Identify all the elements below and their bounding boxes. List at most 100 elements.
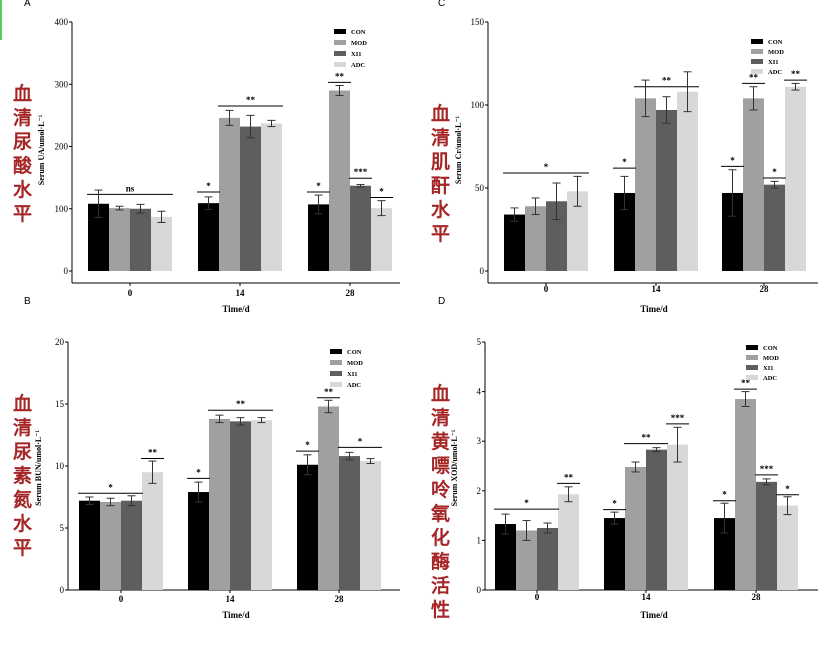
significance-label: ** bbox=[335, 71, 345, 81]
y-tick-label: 100 bbox=[55, 204, 69, 214]
legend-swatch-con bbox=[751, 39, 763, 44]
bar-adc bbox=[142, 472, 163, 590]
significance-label: * bbox=[524, 498, 529, 508]
bar-adc bbox=[667, 444, 688, 590]
legend-label: ADC bbox=[768, 69, 782, 76]
y-tick-label: 0 bbox=[64, 266, 69, 276]
legend-swatch-con bbox=[334, 29, 346, 34]
significance-label: * bbox=[379, 187, 384, 197]
bar-xi1 bbox=[240, 126, 261, 271]
legend-label: MOD bbox=[768, 49, 784, 56]
x-tick-label: 14 bbox=[652, 284, 662, 294]
x-tick-label: 14 bbox=[642, 592, 652, 602]
bar-mod bbox=[743, 98, 764, 271]
y-axis-label: Serum Cr/umol·L⁻¹ bbox=[454, 115, 463, 184]
y-tick-label: 10 bbox=[55, 461, 65, 471]
y-tick-label: 20 bbox=[55, 337, 65, 347]
y-tick-label: 50 bbox=[475, 183, 485, 193]
bar-xi1 bbox=[121, 500, 142, 590]
bar-con bbox=[79, 500, 100, 590]
bar-adc bbox=[251, 420, 272, 590]
x-tick-label: 0 bbox=[128, 288, 133, 298]
bar-adc bbox=[777, 505, 798, 590]
bar-xi1 bbox=[130, 208, 151, 271]
legend-label: ADC bbox=[347, 382, 361, 389]
legend-label: CON bbox=[347, 349, 362, 356]
bar-xi1 bbox=[656, 109, 677, 271]
bar-adc bbox=[785, 86, 806, 272]
side-label: 血清尿素氮水平 bbox=[13, 392, 33, 559]
x-tick-label: 0 bbox=[544, 284, 549, 294]
bar-con bbox=[88, 203, 109, 271]
x-tick-label: 28 bbox=[752, 592, 762, 602]
significance-label: *** bbox=[354, 167, 368, 177]
significance-label: * bbox=[206, 181, 211, 191]
x-tick-label: 28 bbox=[335, 594, 345, 604]
legend-label: ADC bbox=[351, 62, 365, 69]
x-tick-label: 14 bbox=[226, 594, 236, 604]
bar-con bbox=[614, 192, 635, 271]
y-tick-label: 3 bbox=[477, 436, 482, 446]
x-tick-label: 28 bbox=[346, 288, 356, 298]
y-tick-label: 400 bbox=[55, 17, 69, 27]
bar-con bbox=[308, 204, 329, 271]
bar-xi1 bbox=[537, 528, 558, 590]
bar-con bbox=[198, 203, 219, 271]
bar-con bbox=[722, 192, 743, 271]
legend-swatch-mod bbox=[334, 40, 346, 45]
bar-con bbox=[504, 214, 525, 271]
legend-swatch-adc bbox=[746, 375, 758, 380]
significance-label: ** bbox=[148, 448, 158, 458]
bar-xi1 bbox=[764, 184, 785, 271]
significance-label: * bbox=[108, 482, 113, 492]
legend-swatch-adc bbox=[751, 69, 763, 74]
bar-xi1 bbox=[756, 481, 777, 590]
x-tick-label: 0 bbox=[119, 594, 124, 604]
significance-label: * bbox=[358, 436, 363, 446]
bar-mod bbox=[735, 399, 756, 590]
bar-adc bbox=[558, 494, 579, 590]
legend-label: MOD bbox=[763, 355, 779, 362]
x-tick-label: 28 bbox=[760, 284, 770, 294]
y-tick-label: 150 bbox=[471, 17, 485, 27]
legend-label: CON bbox=[351, 29, 366, 36]
significance-label: *** bbox=[760, 464, 774, 474]
x-tick-label: 14 bbox=[236, 288, 246, 298]
corner-accent-mark bbox=[0, 0, 2, 40]
significance-label: * bbox=[722, 490, 727, 500]
x-tick-label: 0 bbox=[535, 592, 540, 602]
bar-xi1 bbox=[546, 201, 567, 271]
panel-label: D bbox=[438, 296, 445, 307]
side-label: 血清黄嘌呤氧化酶活性 bbox=[431, 382, 451, 621]
significance-label: * bbox=[196, 467, 201, 477]
y-tick-label: 2 bbox=[477, 486, 482, 496]
y-tick-label: 5 bbox=[60, 523, 65, 533]
panel-label: C bbox=[438, 0, 445, 9]
legend-label: CON bbox=[763, 345, 778, 352]
significance-label: * bbox=[305, 440, 310, 450]
legend-label: XI1 bbox=[768, 59, 778, 66]
y-axis-label: Serum XOD/umol·L⁻¹ bbox=[450, 429, 459, 506]
legend-swatch-con bbox=[746, 345, 758, 350]
bar-xi1 bbox=[350, 185, 371, 271]
legend-swatch-con bbox=[330, 349, 342, 354]
legend-label: XI1 bbox=[351, 51, 361, 58]
legend-label: MOD bbox=[351, 40, 367, 47]
bar-mod bbox=[625, 466, 646, 590]
legend-label: ADC bbox=[763, 375, 777, 382]
significance-label: * bbox=[622, 157, 627, 167]
y-axis-label: Serum UA/umol·L⁻¹ bbox=[37, 114, 46, 185]
x-axis-label: Time/d bbox=[222, 610, 249, 620]
y-tick-label: 0 bbox=[477, 585, 482, 595]
significance-label: ns bbox=[126, 183, 135, 193]
significance-label: ** bbox=[662, 76, 672, 86]
bar-adc bbox=[567, 191, 588, 271]
bar-con bbox=[188, 492, 209, 590]
bar-mod bbox=[635, 98, 656, 271]
legend-swatch-xi1 bbox=[330, 371, 342, 376]
x-axis-label: Time/d bbox=[640, 304, 667, 314]
x-axis-label: Time/d bbox=[222, 304, 249, 314]
